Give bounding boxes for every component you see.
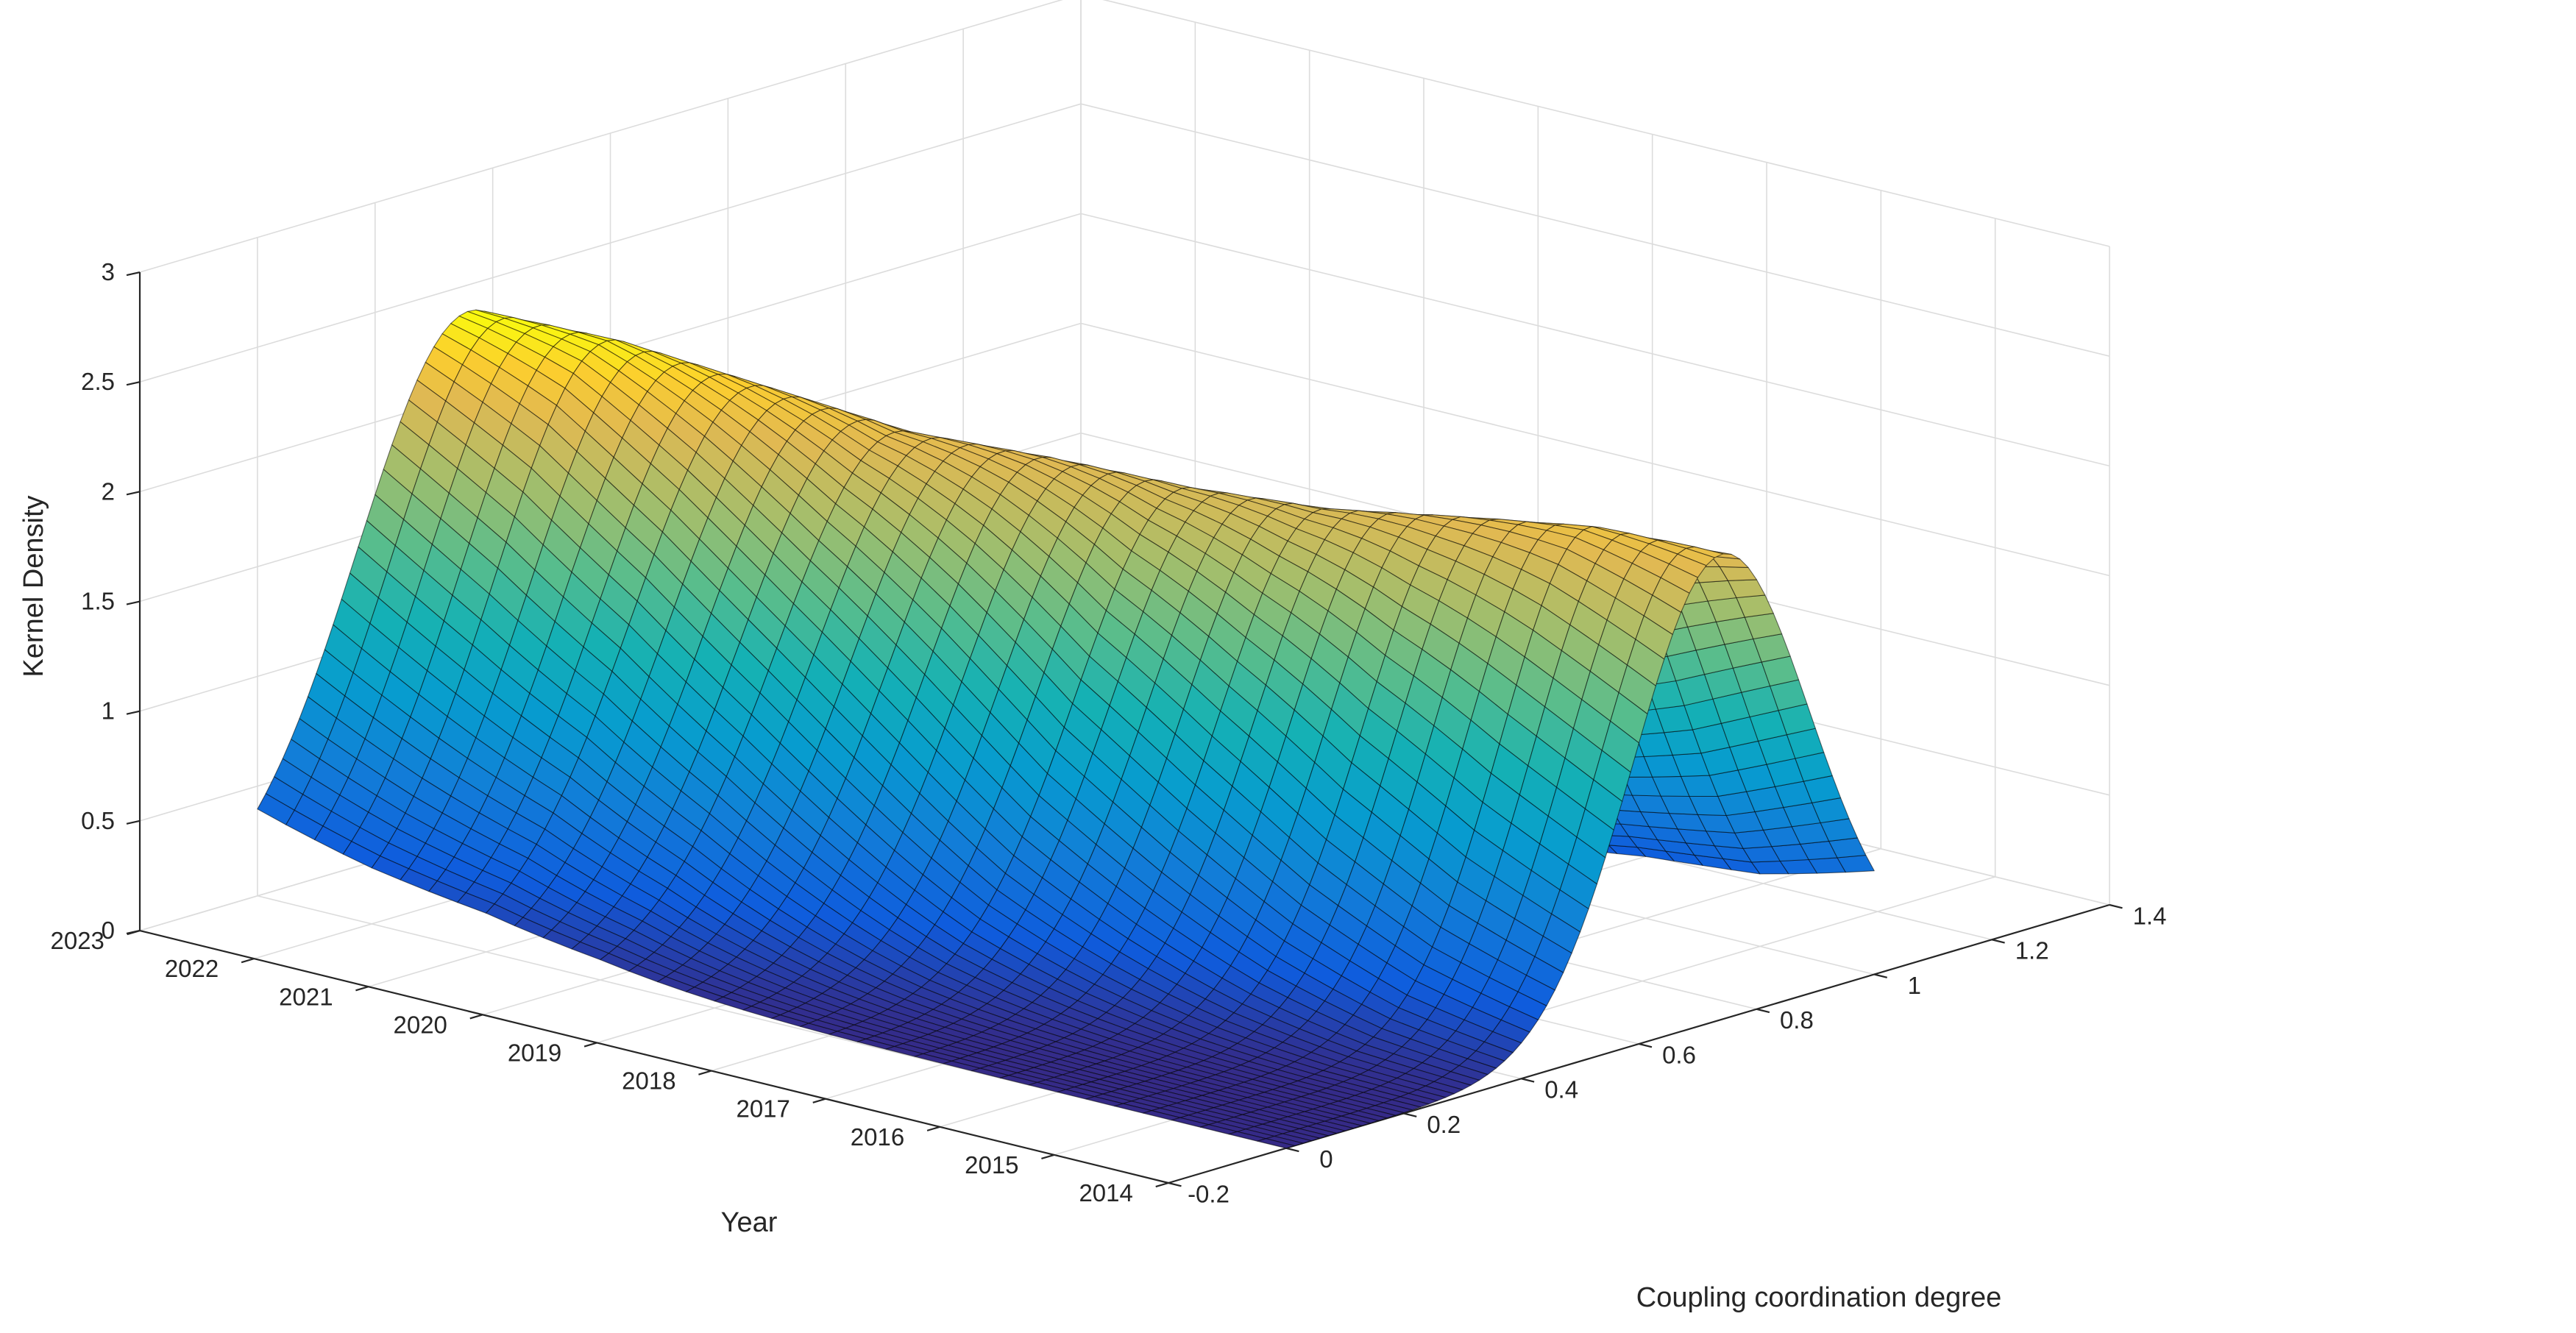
density-surface bbox=[257, 309, 1875, 1149]
y-tick-mark bbox=[926, 1126, 940, 1131]
y-tick-mark bbox=[469, 1014, 483, 1020]
y-tick-label: 2014 bbox=[1079, 1179, 1132, 1206]
grid-line-wall-xz bbox=[139, 103, 1082, 383]
x-tick-mark bbox=[1168, 1181, 1182, 1187]
x-tick-label: 1.4 bbox=[2133, 902, 2167, 929]
y-axis-line bbox=[139, 929, 1169, 1184]
x-tick-label: 0.4 bbox=[1544, 1076, 1578, 1103]
y-tick-mark bbox=[1041, 1154, 1054, 1160]
y-tick-label: 2015 bbox=[965, 1151, 1018, 1179]
x-tick-mark bbox=[1756, 1008, 1770, 1014]
z-tick-label: 1.5 bbox=[81, 588, 115, 615]
y-tick-mark bbox=[1155, 1181, 1169, 1188]
y-tick-label: 2018 bbox=[622, 1067, 675, 1095]
z-tick-mark bbox=[126, 491, 141, 496]
z-tick-label: 0 bbox=[102, 917, 115, 944]
y-tick-mark bbox=[583, 1042, 597, 1048]
tick-labels: -0.2 0 0.2 0.4 0.6 0.8 1 1.2 1.4 2014 2015 2016 2017… bbox=[50, 258, 2166, 1207]
grid-line-wall-xz bbox=[139, 0, 1063, 273]
z-tick-mark bbox=[126, 381, 141, 386]
x-tick-label: -0.2 bbox=[1188, 1180, 1230, 1207]
x-tick-mark bbox=[1639, 1042, 1653, 1048]
y-tick-label: 2021 bbox=[279, 983, 333, 1010]
x-axis-label: Coupling coordination degree bbox=[1636, 1282, 2001, 1313]
x-tick-mark bbox=[1521, 1078, 1535, 1083]
z-tick-label: 2 bbox=[102, 477, 115, 505]
x-tick-mark bbox=[2109, 903, 2123, 909]
z-tick-mark bbox=[126, 271, 141, 277]
z-tick-label: 0.5 bbox=[81, 807, 115, 834]
x-tick-label: 1.2 bbox=[2015, 937, 2049, 964]
z-tick-mark bbox=[126, 929, 141, 935]
x-tick-label: 0 bbox=[1319, 1145, 1333, 1173]
y-tick-label: 2020 bbox=[393, 1011, 447, 1038]
y-tick-mark bbox=[241, 958, 255, 964]
x-tick-mark bbox=[1403, 1112, 1417, 1117]
grid-line-wall-yz bbox=[1080, 322, 2110, 577]
y-tick-mark bbox=[812, 1098, 826, 1103]
y-axis-label: Year bbox=[721, 1207, 778, 1238]
x-tick-label: 1 bbox=[1908, 972, 1921, 999]
x-tick-label: 0.6 bbox=[1662, 1041, 1696, 1068]
z-tick-label: 3 bbox=[102, 258, 115, 285]
y-tick-label: 2016 bbox=[851, 1123, 904, 1151]
z-tick-label: 1 bbox=[102, 697, 115, 725]
y-tick-mark bbox=[355, 986, 369, 992]
x-tick-mark bbox=[1285, 1147, 1299, 1153]
x-tick-mark bbox=[1873, 973, 1887, 978]
grid-line-wall-yz bbox=[1080, 103, 2110, 357]
y-tick-label: 2019 bbox=[508, 1039, 561, 1066]
surface-patch bbox=[1257, 1138, 1295, 1149]
grid-line-wall-yz bbox=[1080, 213, 2110, 467]
grid-line-wall-yz bbox=[1102, 0, 2110, 247]
z-tick-mark bbox=[126, 820, 141, 825]
x-tick-mark bbox=[1991, 939, 2005, 944]
x-tick-label: 0.8 bbox=[1780, 1006, 1814, 1034]
y-tick-label: 2023 bbox=[50, 927, 104, 954]
z-tick-label: 2.5 bbox=[81, 368, 115, 395]
z-tick-mark bbox=[126, 710, 141, 715]
z-tick-mark bbox=[126, 600, 141, 605]
y-tick-label: 2022 bbox=[165, 955, 219, 982]
z-axis-label: Kernel Density bbox=[18, 495, 49, 677]
x-tick-label: 0.2 bbox=[1427, 1111, 1461, 1138]
y-tick-label: 2017 bbox=[736, 1095, 790, 1123]
y-tick-mark bbox=[698, 1070, 712, 1076]
